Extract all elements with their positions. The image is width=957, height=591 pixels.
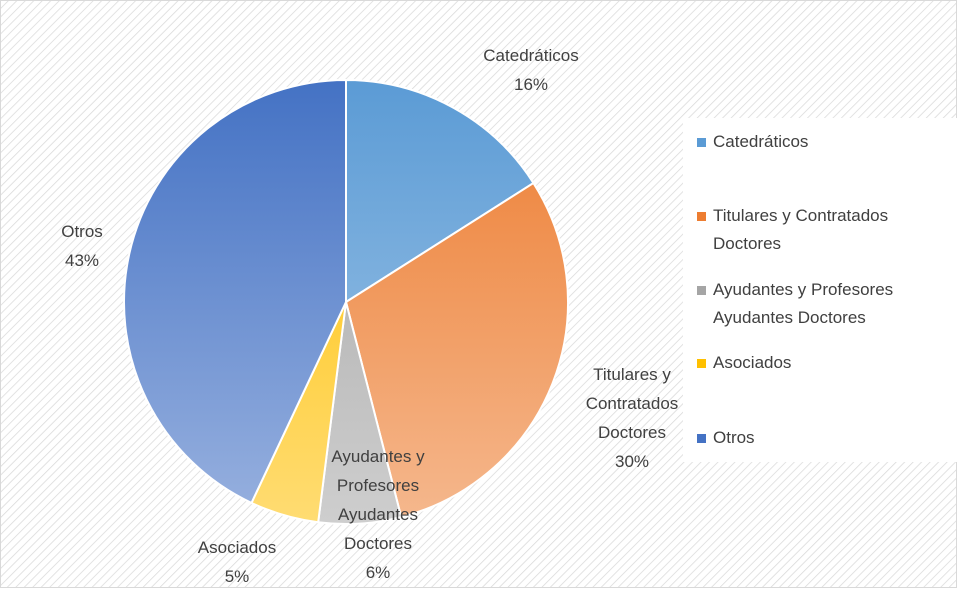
- legend-label: Asociados: [713, 353, 792, 372]
- data-label-name: Asociados: [197, 538, 277, 557]
- pie: [123, 78, 569, 525]
- legend-swatch: [697, 359, 706, 368]
- data-label-name: Ayudantes y Profesores Ayudantes Doctore…: [331, 447, 425, 553]
- data-label: Asociados 5%: [177, 533, 297, 591]
- legend-label: Titulares y Contratados Doctores: [713, 206, 889, 253]
- data-label-value: 5%: [224, 567, 250, 586]
- data-label-name: Catedráticos: [483, 46, 579, 65]
- legend-swatch: [697, 212, 706, 221]
- legend-background: [683, 118, 957, 462]
- legend-label: Otros: [713, 428, 755, 447]
- data-label-name: Titulares y Contratados Doctores: [585, 365, 679, 442]
- data-label: Titulares y Contratados Doctores 30%: [576, 360, 688, 476]
- legend-swatch: [697, 286, 706, 295]
- legend-label: Ayudantes y Profesores Ayudantes Doctore…: [713, 280, 894, 327]
- data-label-value: 6%: [365, 563, 391, 582]
- data-label-name: Otros: [61, 222, 103, 241]
- data-label-value: 16%: [513, 75, 549, 94]
- legend-swatch: [697, 434, 706, 443]
- data-label: Catedráticos 16%: [466, 41, 596, 99]
- pie-slice: [344, 181, 569, 519]
- legend-swatch: [697, 138, 706, 147]
- legend-label: Catedráticos: [713, 132, 809, 151]
- pie-slice: [345, 78, 535, 304]
- data-label: Ayudantes y Profesores Ayudantes Doctore…: [318, 442, 438, 587]
- pie-slice: [123, 78, 347, 505]
- data-label-value: 43%: [64, 251, 100, 270]
- data-label-value: 30%: [614, 452, 650, 471]
- data-label: Otros 43%: [32, 217, 132, 275]
